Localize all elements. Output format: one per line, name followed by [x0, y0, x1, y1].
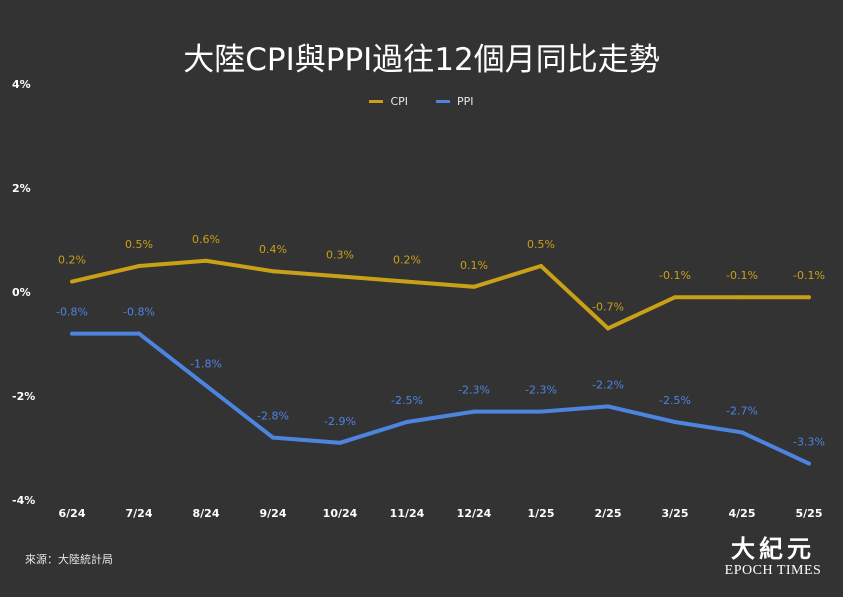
x-tick-label: 9/24: [260, 507, 287, 520]
data-label-ppi: -2.5%: [659, 394, 691, 407]
x-tick-label: 3/25: [662, 507, 689, 520]
data-label-cpi: -0.7%: [592, 300, 624, 313]
legend-swatch-cpi: [369, 100, 384, 103]
data-label-cpi: -0.1%: [793, 269, 825, 282]
data-label-ppi: -2.9%: [324, 415, 356, 428]
data-point-ppi: [70, 331, 74, 336]
x-tick-label: 11/24: [390, 507, 425, 520]
x-tick-label: 8/24: [193, 507, 220, 520]
data-point-ppi: [405, 420, 409, 424]
data-label-cpi: 0.4%: [259, 243, 287, 256]
data-point-ppi: [204, 383, 208, 388]
data-label-ppi: -2.2%: [592, 378, 624, 391]
legend-label-ppi: PPI: [457, 95, 474, 108]
data-point-ppi: [740, 430, 744, 435]
legend-item-cpi: CPI: [369, 95, 408, 108]
data-point-cpi: [807, 295, 811, 300]
data-point-cpi: [271, 269, 275, 274]
data-point-cpi: [539, 264, 543, 268]
data-point-ppi: [338, 440, 342, 445]
legend-label-cpi: CPI: [390, 95, 409, 108]
series-line-ppi: [72, 331, 810, 466]
data-label-cpi: 0.2%: [58, 254, 86, 267]
data-point-cpi: [137, 264, 141, 268]
data-label-cpi: 0.6%: [192, 233, 220, 246]
legend-swatch-ppi: [436, 100, 451, 103]
data-point-cpi: [673, 295, 677, 300]
chart-title: 大陸CPI與PPI過往12個月同比走勢: [183, 42, 660, 78]
y-tick-label: 2%: [12, 182, 31, 195]
logo-chinese-text: 大紀元: [731, 534, 815, 563]
data-label-cpi: 0.5%: [125, 238, 153, 251]
data-label-ppi: -2.7%: [726, 404, 758, 417]
data-point-ppi: [137, 331, 141, 336]
data-label-ppi: -0.8%: [123, 306, 155, 319]
x-tick-label: 2/25: [595, 507, 622, 520]
data-label-ppi: -2.5%: [391, 394, 423, 407]
x-tick-label: 1/25: [528, 507, 555, 520]
epoch-times-logo: 大紀元 EPOCH TIMES: [723, 536, 823, 586]
data-label-ppi: -2.8%: [257, 410, 289, 423]
x-tick-label: 10/24: [323, 507, 358, 520]
chart-legend: CPI PPI: [0, 95, 843, 108]
data-label-cpi: 0.2%: [393, 254, 421, 267]
data-point-ppi: [271, 435, 275, 440]
data-point-ppi: [472, 409, 476, 414]
data-label-cpi: 0.3%: [326, 248, 354, 261]
source-note: 來源：大陸統計局: [25, 553, 113, 566]
x-tick-label: 6/24: [59, 507, 86, 520]
data-point-ppi: [539, 409, 543, 414]
data-label-ppi: -0.8%: [56, 306, 88, 319]
y-tick-label: -2%: [12, 390, 35, 403]
data-point-cpi: [204, 258, 208, 263]
data-point-cpi: [606, 326, 610, 331]
data-label-ppi: -2.3%: [458, 384, 490, 397]
data-label-cpi: 0.5%: [527, 238, 555, 251]
y-tick-label: -4%: [12, 494, 35, 507]
data-point-cpi: [70, 279, 74, 284]
logo-english-text: EPOCH TIMES: [724, 563, 822, 578]
data-label-cpi: -0.1%: [659, 269, 691, 282]
data-label-ppi: -2.3%: [525, 384, 557, 397]
data-point-cpi: [472, 284, 476, 289]
y-tick-label: 0%: [12, 286, 31, 299]
legend-item-ppi: PPI: [436, 95, 474, 108]
x-tick-label: 5/25: [796, 507, 823, 520]
data-point-cpi: [405, 279, 409, 284]
data-point-ppi: [673, 420, 677, 424]
x-tick-label: 12/24: [457, 507, 492, 520]
data-label-cpi: 0.1%: [460, 259, 488, 272]
data-point-cpi: [740, 295, 744, 300]
data-point-cpi: [338, 274, 342, 279]
x-tick-label: 7/24: [126, 507, 153, 520]
y-tick-label: 4%: [12, 78, 31, 91]
series-line-cpi: [71, 258, 809, 331]
data-label-ppi: -3.3%: [793, 436, 825, 449]
data-point-ppi: [807, 461, 811, 466]
data-label-ppi: -1.8%: [190, 358, 222, 371]
data-point-ppi: [606, 404, 610, 409]
x-tick-label: 4/25: [729, 507, 756, 520]
data-label-cpi: -0.1%: [726, 269, 758, 282]
